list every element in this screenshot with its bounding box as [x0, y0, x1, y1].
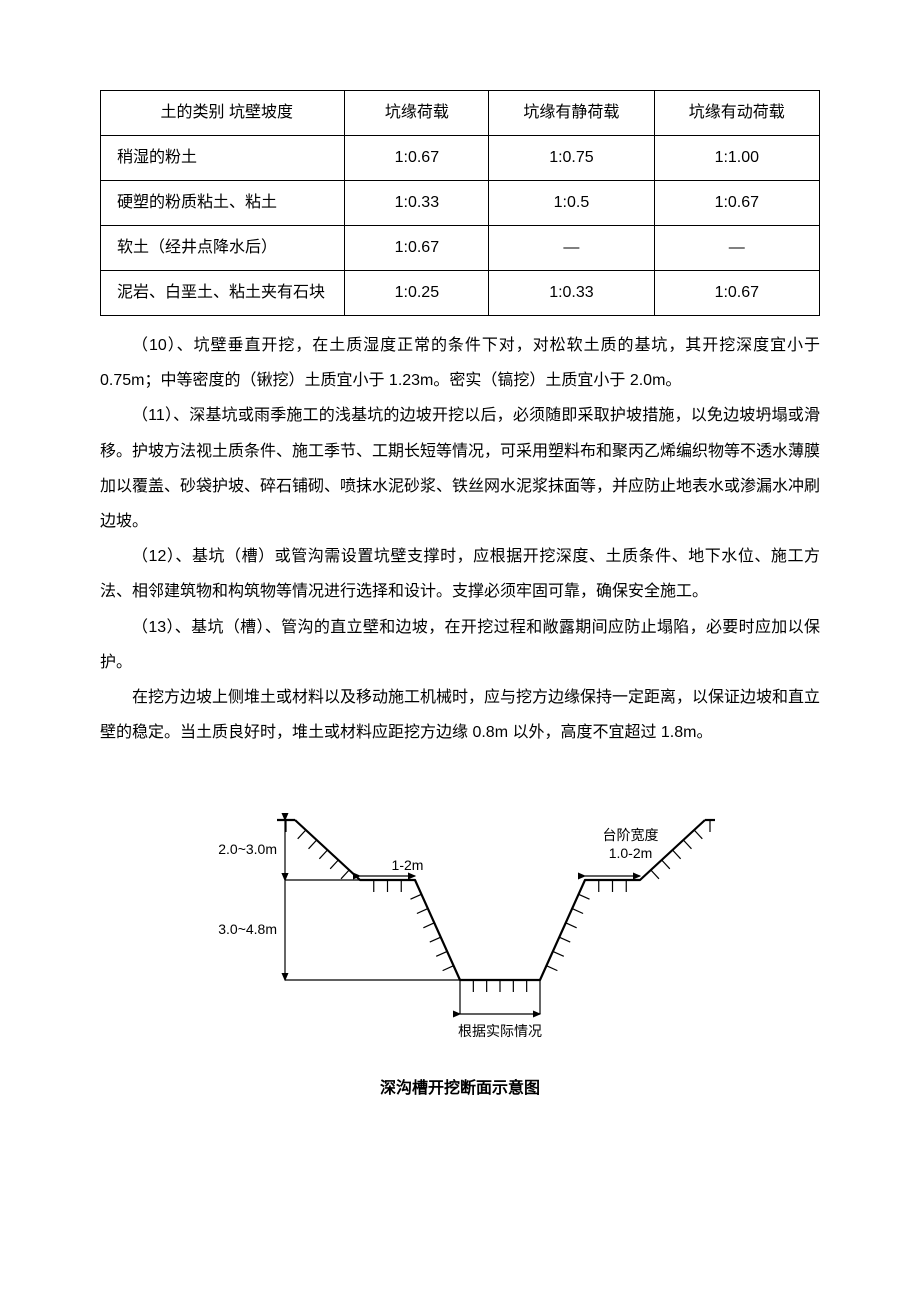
- table-row: 软土（经井点降水后） 1:0.67 — —: [101, 226, 820, 271]
- diagram-container: 2.0~3.0m 3.0~4.8m 1-2m 台阶宽度 1.0-2m 根据实际情况 深沟槽…: [100, 780, 820, 1106]
- paragraph: （12）、基坑（槽）或管沟需设置坑壁支撑时，应根据开挖深度、土质条件、地下水位、…: [100, 539, 820, 609]
- cell: 硬塑的粉质粘土、粘土: [101, 181, 345, 226]
- table-row: 稍湿的粉土 1:0.67 1:0.75 1:1.00: [101, 136, 820, 181]
- diagram-caption: 深沟槽开挖断面示意图: [100, 1071, 820, 1106]
- document-page: 土的类别 坑壁坡度 坑缘荷载 坑缘有静荷载 坑缘有动荷载 稍湿的粉土 1:0.6…: [0, 0, 920, 1167]
- cell: 1:0.67: [654, 271, 819, 316]
- cell: 泥岩、白垩土、粘土夹有石块: [101, 271, 345, 316]
- svg-text:1.0-2m: 1.0-2m: [609, 845, 653, 861]
- table-header-row: 土的类别 坑壁坡度 坑缘荷载 坑缘有静荷载 坑缘有动荷载: [101, 91, 820, 136]
- cell: 1:0.67: [654, 181, 819, 226]
- soil-slope-table: 土的类别 坑壁坡度 坑缘荷载 坑缘有静荷载 坑缘有动荷载 稍湿的粉土 1:0.6…: [100, 90, 820, 316]
- cell: 1:0.5: [489, 181, 654, 226]
- col-header: 坑缘有静荷载: [489, 91, 654, 136]
- table-row: 硬塑的粉质粘土、粘土 1:0.33 1:0.5 1:0.67: [101, 181, 820, 226]
- paragraph: （10）、坑壁垂直开挖，在土质湿度正常的条件下对，对松软土质的基坑，其开挖深度宜…: [100, 328, 820, 398]
- svg-text:2.0~3.0m: 2.0~3.0m: [218, 841, 277, 857]
- cell: 稍湿的粉土: [101, 136, 345, 181]
- paragraph: （13）、基坑（槽）、管沟的直立壁和边坡，在开挖过程和敞露期间应防止塌陷，必要时…: [100, 610, 820, 680]
- cell: 软土（经井点降水后）: [101, 226, 345, 271]
- svg-text:3.0~4.8m: 3.0~4.8m: [218, 921, 277, 937]
- col-header: 坑缘荷载: [345, 91, 489, 136]
- cell: 1:0.67: [345, 226, 489, 271]
- paragraph: （11）、深基坑或雨季施工的浅基坑的边坡开挖以后，必须随即采取护坡措施，以免边坡…: [100, 398, 820, 539]
- cell: 1:0.25: [345, 271, 489, 316]
- cell: —: [489, 226, 654, 271]
- cell: 1:0.33: [345, 181, 489, 226]
- cell: —: [654, 226, 819, 271]
- col-header: 土的类别 坑壁坡度: [101, 91, 345, 136]
- trench-cross-section-diagram: 2.0~3.0m 3.0~4.8m 1-2m 台阶宽度 1.0-2m 根据实际情况: [200, 780, 720, 1050]
- paragraph: 在挖方边坡上侧堆土或材料以及移动施工机械时，应与挖方边缘保持一定距离，以保证边坡…: [100, 680, 820, 750]
- table-row: 泥岩、白垩土、粘土夹有石块 1:0.25 1:0.33 1:0.67: [101, 271, 820, 316]
- svg-text:1-2m: 1-2m: [392, 857, 424, 873]
- svg-text:台阶宽度: 台阶宽度: [603, 827, 659, 843]
- cell: 1:0.67: [345, 136, 489, 181]
- cell: 1:1.00: [654, 136, 819, 181]
- col-header: 坑缘有动荷载: [654, 91, 819, 136]
- svg-text:根据实际情况: 根据实际情况: [458, 1023, 542, 1039]
- cell: 1:0.33: [489, 271, 654, 316]
- cell: 1:0.75: [489, 136, 654, 181]
